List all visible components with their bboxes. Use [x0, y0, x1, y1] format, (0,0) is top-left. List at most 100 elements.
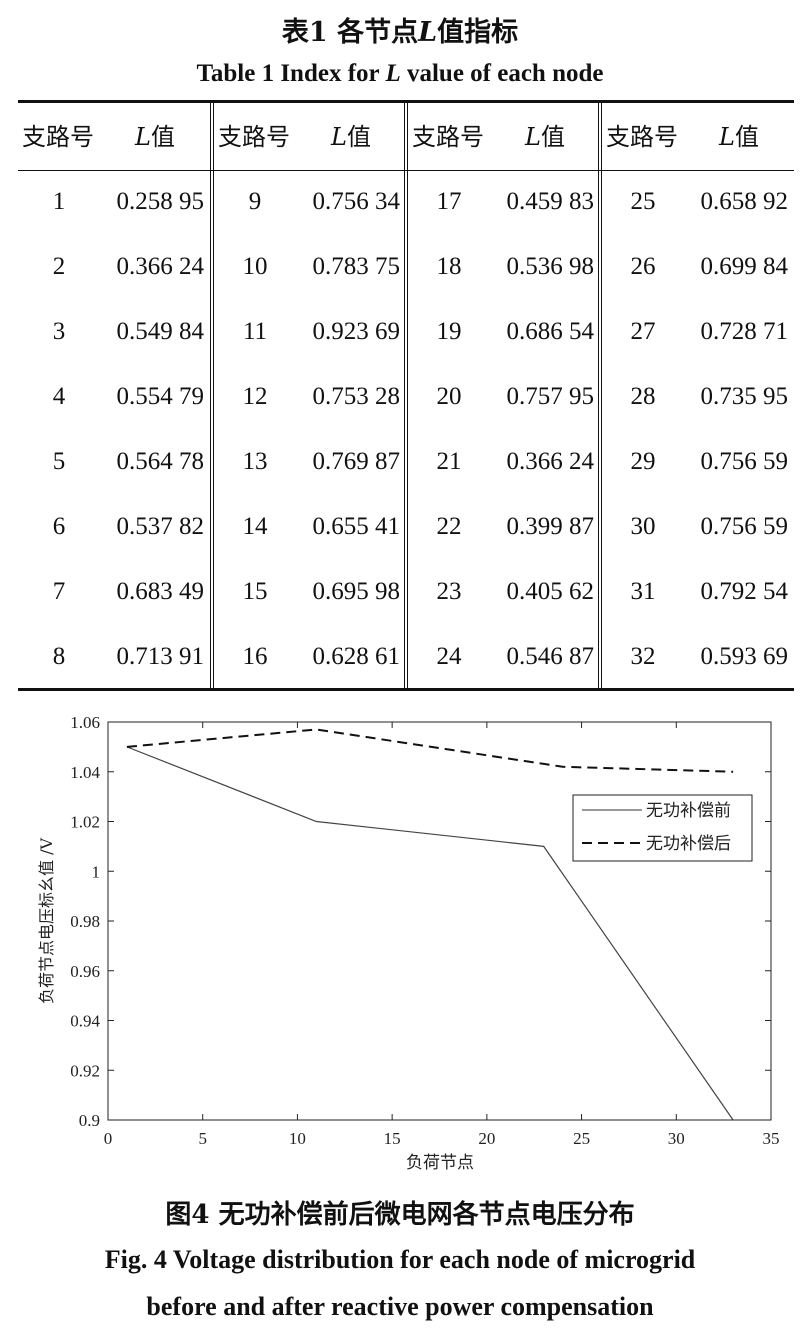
- branch-number-cell: 27: [630, 318, 656, 345]
- x-tick-label: 25: [573, 1129, 590, 1148]
- x-tick-label: 30: [668, 1129, 685, 1148]
- l-value-cell: 0.405 62: [506, 578, 595, 605]
- branch-number-cell: 24: [436, 643, 462, 670]
- table-caption-en: Table 1 Index for L value of each node: [196, 60, 604, 87]
- y-tick-label: 1: [92, 862, 101, 881]
- branch-number-cell: 12: [242, 383, 268, 410]
- branch-number-cell: 21: [436, 448, 462, 475]
- l-value-cell: 0.756 59: [700, 448, 789, 475]
- header-l-symbol: L: [719, 123, 735, 151]
- header-l-symbol: L: [525, 123, 541, 151]
- figure-caption-cn: 图4 无功补偿前后微电网各节点电压分布: [165, 1200, 635, 1230]
- x-axis: 0 5 10 15 20 25 30 35: [104, 722, 780, 1148]
- header-branch-number: 支路号: [22, 123, 94, 151]
- l-value-cell: 0.699 84: [700, 253, 789, 280]
- branch-number-cell: 19: [436, 318, 462, 345]
- l-value-cell: 0.686 54: [506, 318, 595, 345]
- l-value-cell: 0.769 87: [312, 448, 401, 475]
- y-tick-label: 1.04: [70, 763, 100, 782]
- l-value-cell: 0.554 79: [116, 383, 205, 410]
- branch-number-cell: 30: [630, 513, 656, 540]
- x-tick-label: 20: [478, 1129, 495, 1148]
- header-value-suffix: 值: [540, 123, 565, 151]
- l-value-cell: 0.756 59: [700, 513, 789, 540]
- legend: 无功补偿前 无功补偿后: [572, 794, 753, 862]
- header-value-suffix: 值: [734, 123, 759, 151]
- branch-number-cell: 32: [630, 643, 656, 670]
- branch-number-cell: 6: [52, 513, 66, 540]
- l-value-cell: 0.756 34: [312, 188, 401, 215]
- branch-number-cell: 8: [52, 643, 66, 670]
- l-value-cell: 0.536 98: [506, 253, 595, 280]
- l-value-cell: 0.683 49: [116, 578, 205, 605]
- y-tick-label: 0.94: [70, 1012, 100, 1031]
- legend-label-before: 无功补偿前: [646, 801, 731, 821]
- l-value-cell: 0.537 82: [116, 513, 205, 540]
- header-branch-number: 支路号: [218, 123, 290, 151]
- table-caption-cn: 表1 各节点L值指标: [281, 17, 519, 48]
- l-value-cell: 0.366 24: [116, 253, 205, 280]
- header-l-value: L值: [719, 122, 759, 152]
- table-top-rule: [18, 100, 794, 103]
- branch-number-cell: 15: [242, 578, 268, 605]
- branch-number-cell: 14: [242, 513, 268, 540]
- branch-number-cell: 13: [242, 448, 268, 475]
- legend-label-after: 无功补偿后: [646, 834, 731, 854]
- branch-number-cell: 16: [242, 643, 268, 670]
- l-value-cell: 0.366 24: [506, 448, 595, 475]
- branch-number-cell: 3: [52, 318, 66, 345]
- l-value-cell: 0.923 69: [312, 318, 401, 345]
- header-value-suffix: 值: [346, 123, 371, 151]
- l-value-cell: 0.735 95: [700, 383, 789, 410]
- header-l-symbol: L: [331, 123, 347, 151]
- branch-number-cell: 31: [630, 578, 656, 605]
- column-separator: [598, 100, 602, 691]
- l-value-cell: 0.783 75: [312, 253, 401, 280]
- y-tick-label: 0.98: [70, 912, 100, 931]
- figure-caption-en-line2: before and after reactive power compensa…: [146, 1292, 654, 1321]
- table-header-rule: [18, 170, 794, 171]
- y-axis: 0.9 0.92 0.94 0.96 0.98 1 1.02 1.04 1.06: [70, 713, 771, 1130]
- l-value-cell: 0.713 91: [116, 643, 205, 670]
- voltage-line-chart: 0 5 10 15 20 25 30 35 0.9 0.92 0.94 0.96 0.98 1 1.02 1…: [37, 713, 780, 1173]
- l-value-cell: 0.549 84: [116, 318, 205, 345]
- branch-number-cell: 20: [436, 383, 462, 410]
- y-axis-label: 负荷节点电压标幺值 /V: [37, 838, 56, 1004]
- branch-number-cell: 9: [248, 188, 262, 215]
- y-tick-label: 1.02: [70, 813, 100, 832]
- l-value-cell: 0.546 87: [506, 643, 595, 670]
- header-branch-number: 支路号: [606, 123, 678, 151]
- column-separator: [404, 100, 408, 691]
- l-value-cell: 0.757 95: [506, 383, 595, 410]
- branch-number-cell: 29: [630, 448, 656, 475]
- y-tick-label: 1.06: [70, 713, 100, 732]
- x-axis-label: 负荷节点: [406, 1153, 474, 1173]
- plot-lines: [126, 728, 734, 1121]
- header-l-value: L值: [525, 122, 565, 152]
- plot-frame: [107, 721, 772, 1121]
- branch-number-cell: 1: [52, 188, 66, 215]
- l-value-cell: 0.658 92: [700, 188, 789, 215]
- branch-number-cell: 28: [630, 383, 656, 410]
- series-line-before-compensation: [126, 746, 734, 1121]
- x-tick-label: 10: [289, 1129, 306, 1148]
- y-tick-label: 0.9: [79, 1111, 100, 1130]
- x-tick-label: 35: [763, 1129, 780, 1148]
- l-value-cell: 0.728 71: [700, 318, 789, 345]
- header-l-value: L值: [135, 122, 175, 152]
- x-tick-label: 15: [384, 1129, 401, 1148]
- branch-number-cell: 5: [52, 448, 66, 475]
- legend-box: [572, 794, 753, 862]
- l-value-cell: 0.258 95: [116, 188, 205, 215]
- series-line-after-compensation: [126, 728, 734, 773]
- branch-number-cell: 10: [242, 253, 268, 280]
- l-value-cell: 0.753 28: [312, 383, 401, 410]
- l-value-cell: 0.655 41: [312, 513, 401, 540]
- y-tick-label: 0.92: [70, 1061, 100, 1080]
- header-value-suffix: 值: [150, 123, 175, 151]
- figure-caption-en-line1: Fig. 4 Voltage distribution for each nod…: [104, 1245, 696, 1274]
- l-value-cell: 0.628 61: [312, 643, 401, 670]
- y-tick-label: 0.96: [70, 962, 100, 981]
- branch-number-cell: 18: [436, 253, 462, 280]
- branch-number-cell: 23: [436, 578, 462, 605]
